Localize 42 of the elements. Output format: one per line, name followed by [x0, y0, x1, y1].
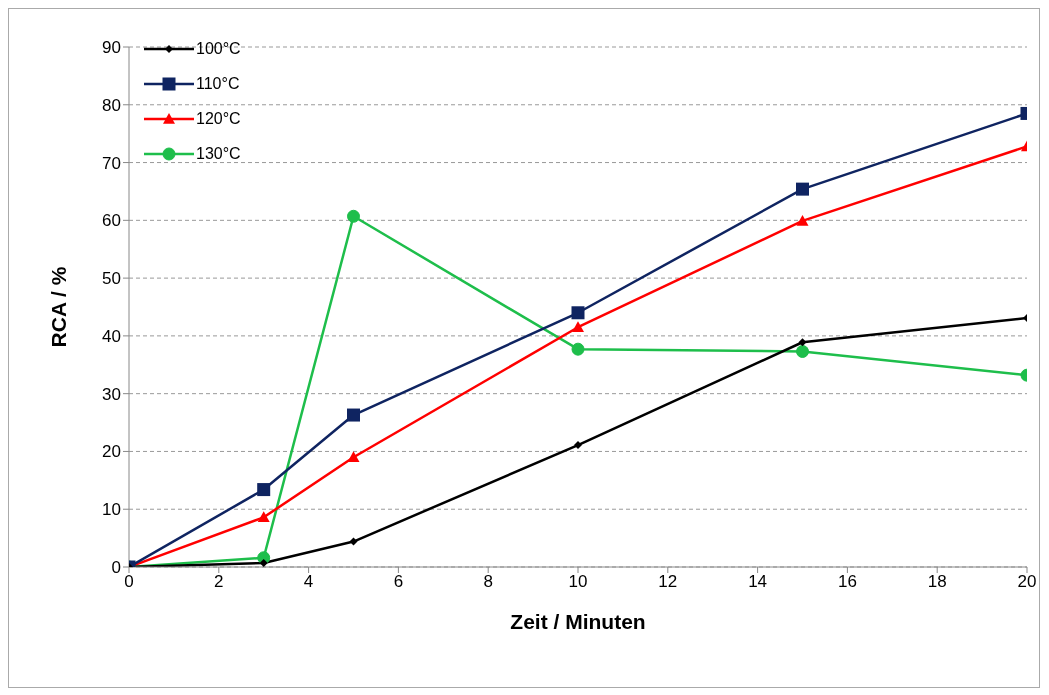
- x-tick-label: 10: [568, 572, 588, 592]
- x-tick-label: 8: [483, 572, 493, 592]
- x-axis-title: Zeit / Minuten: [510, 610, 646, 633]
- y-tick-label: 70: [102, 153, 121, 173]
- point: [798, 338, 807, 347]
- point: [347, 451, 360, 463]
- point: [796, 182, 809, 196]
- point: [796, 344, 809, 358]
- point: [571, 342, 585, 356]
- y-tick-label: 60: [102, 211, 121, 231]
- point: [574, 441, 582, 450]
- point: [257, 483, 271, 497]
- y-axis-title: RCA / %: [47, 266, 71, 348]
- legend-label: 120°C: [196, 109, 241, 128]
- y-tick-label: 20: [102, 442, 121, 462]
- point: [572, 321, 584, 333]
- y-tick-label: 10: [102, 500, 121, 520]
- legend-label: 100°C: [196, 39, 241, 58]
- point: [259, 558, 268, 567]
- y-tick-label: 0: [111, 558, 121, 578]
- x-tick-label: 16: [837, 572, 857, 592]
- x-tick-label: 20: [1017, 572, 1037, 592]
- x-tick-label: 12: [658, 572, 678, 592]
- x-tick-label: 2: [214, 572, 224, 592]
- point: [257, 511, 270, 523]
- x-tick-label: 6: [393, 572, 404, 592]
- y-tick-label: 50: [102, 269, 121, 289]
- y-tick-label: 80: [102, 95, 121, 115]
- x-tick-label: 14: [748, 572, 768, 592]
- point: [347, 408, 360, 422]
- y-tick-label: 30: [102, 384, 121, 404]
- point: [796, 214, 809, 226]
- x-tick-label: 4: [303, 572, 314, 592]
- legend-label: 110°C: [196, 74, 240, 93]
- x-tick-label: 0: [124, 572, 134, 592]
- y-tick-label: 90: [102, 38, 121, 58]
- y-tick-label: 40: [102, 326, 121, 346]
- point: [347, 209, 360, 223]
- point: [349, 537, 358, 546]
- legend-label: 130°C: [196, 144, 241, 163]
- x-tick-label: 18: [927, 572, 947, 592]
- point: [571, 306, 585, 320]
